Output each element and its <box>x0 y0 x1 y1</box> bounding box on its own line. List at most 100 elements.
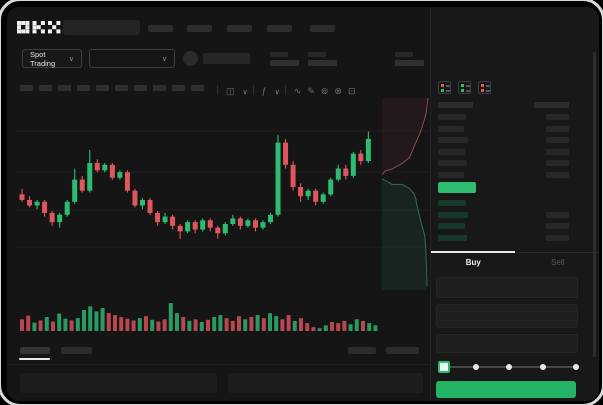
tab-underline-active <box>431 251 515 253</box>
interval-button[interactable] <box>115 85 128 91</box>
ask-row[interactable] <box>546 171 569 178</box>
panel-scrollbar[interactable] <box>593 52 596 357</box>
stat-label-placeholder <box>308 52 326 57</box>
ask-row[interactable] <box>546 148 569 155</box>
nav-item[interactable] <box>267 25 292 32</box>
bottom-divider <box>7 364 430 365</box>
interval-button[interactable] <box>58 85 71 91</box>
orderbook <box>431 7 599 401</box>
orderbook-view-modes <box>431 7 599 401</box>
slider-stop[interactable] <box>472 364 479 370</box>
last-price-placeholder <box>203 53 250 64</box>
market-type-label: Spot Trading <box>30 49 56 68</box>
amount-field[interactable] <box>436 304 578 328</box>
nav-item[interactable] <box>187 25 212 32</box>
last-price-bar[interactable] <box>438 182 476 193</box>
interval-button[interactable] <box>20 85 33 91</box>
bottom-tab-active[interactable] <box>20 347 50 354</box>
nav-item[interactable] <box>227 25 252 32</box>
chevron-down-icon: ∨ <box>242 89 248 96</box>
interval-button[interactable] <box>77 85 90 91</box>
indicators-icon[interactable]: ƒ <box>261 86 267 96</box>
okx-app-window: Spot Trading ∨ ∨ ◫ ∨ ƒ ∨ ∿ ✎ ⊚ ⊗ ⊡ <box>7 7 599 401</box>
slider-stop[interactable] <box>539 364 546 370</box>
bottom-tab[interactable] <box>61 347 92 354</box>
bottom-action-button[interactable] <box>348 347 376 354</box>
ask-row[interactable] <box>546 137 569 143</box>
screenshot-icon[interactable]: ⊚ <box>320 86 329 96</box>
bid-row[interactable] <box>546 234 569 241</box>
amount-slider <box>431 7 599 401</box>
tab-sell[interactable]: Sell <box>551 258 565 267</box>
chart-canvas[interactable] <box>15 98 435 338</box>
interval-button[interactable] <box>153 85 166 91</box>
bid-row[interactable] <box>438 234 467 241</box>
nav-item[interactable] <box>148 25 173 32</box>
stat-label-placeholder <box>395 52 413 57</box>
ask-row[interactable] <box>546 114 569 120</box>
pair-coin-avatar <box>183 51 198 66</box>
stat-label-placeholder <box>270 52 288 57</box>
draw-icon[interactable]: ✎ <box>307 86 315 96</box>
search-bar[interactable] <box>63 20 140 35</box>
orderbook-header-placeholder <box>534 102 569 108</box>
toolbar-separator <box>284 84 286 95</box>
bid-row[interactable] <box>438 211 468 218</box>
orderbook-trade-panel: Buy Sell <box>430 7 599 401</box>
ask-row[interactable] <box>438 125 464 132</box>
market-type-selector[interactable]: Spot Trading ∨ <box>22 49 82 68</box>
stat-value-placeholder <box>270 60 299 66</box>
interval-button[interactable] <box>172 85 185 91</box>
fullscreen-icon[interactable]: ⊡ <box>347 86 356 96</box>
bid-row[interactable] <box>438 223 465 229</box>
slider-stop[interactable] <box>506 364 512 370</box>
top-nav <box>7 7 599 401</box>
interval-button[interactable] <box>96 85 109 91</box>
bottom-action-button[interactable] <box>386 347 419 354</box>
ask-row[interactable] <box>438 148 465 155</box>
buys-book-icon[interactable] <box>458 81 471 94</box>
combined-book-icon[interactable] <box>438 81 451 94</box>
bid-row[interactable] <box>438 200 466 206</box>
toolbar-separator <box>252 84 254 95</box>
chevron-down-icon: ∨ <box>68 55 74 63</box>
okx-logo[interactable] <box>17 21 61 34</box>
ask-row[interactable] <box>438 160 467 166</box>
slider-stop[interactable] <box>573 364 579 370</box>
buy-submit-button[interactable] <box>436 381 576 398</box>
pair-selector[interactable]: ∨ <box>89 49 175 68</box>
ask-row[interactable] <box>438 114 466 120</box>
nav-item[interactable] <box>310 25 335 32</box>
candle-type-icon[interactable]: ◫ <box>226 86 235 96</box>
chevron-down-icon: ∨ <box>161 55 167 63</box>
settings-icon[interactable]: ⊗ <box>334 86 342 96</box>
ask-row[interactable] <box>438 137 468 143</box>
trade-tabs: Buy Sell <box>431 253 599 267</box>
interval-button[interactable] <box>39 85 52 91</box>
chevron-down-icon: ∨ <box>274 89 280 96</box>
interval-button[interactable] <box>191 85 204 91</box>
sells-book-icon[interactable] <box>478 81 491 94</box>
toolbar-separator <box>217 84 218 95</box>
ask-row[interactable] <box>438 171 464 178</box>
orders-panel-placeholder <box>20 373 217 393</box>
interval-toolbar <box>7 7 599 401</box>
ask-row[interactable] <box>546 160 569 166</box>
chart-tools: ◫ ∨ ƒ ∨ ∿ ✎ ⊚ ⊗ ⊡ <box>212 81 359 96</box>
line-style-icon[interactable]: ∿ <box>293 86 302 96</box>
interval-button[interactable] <box>134 85 147 91</box>
price-field[interactable] <box>436 277 578 298</box>
orderbook-header-placeholder <box>438 102 473 108</box>
tab-buy[interactable]: Buy <box>465 258 481 267</box>
orders-panel-placeholder <box>228 373 423 393</box>
bottom-tab-active-underline <box>19 358 50 360</box>
stat-value-placeholder <box>395 60 424 66</box>
tab-underline <box>515 252 599 253</box>
slider-handle[interactable] <box>438 361 450 373</box>
total-field[interactable] <box>436 334 578 353</box>
bid-row[interactable] <box>546 223 569 229</box>
bid-row[interactable] <box>546 211 569 218</box>
stat-value-placeholder <box>308 60 337 66</box>
ask-row[interactable] <box>546 125 569 132</box>
